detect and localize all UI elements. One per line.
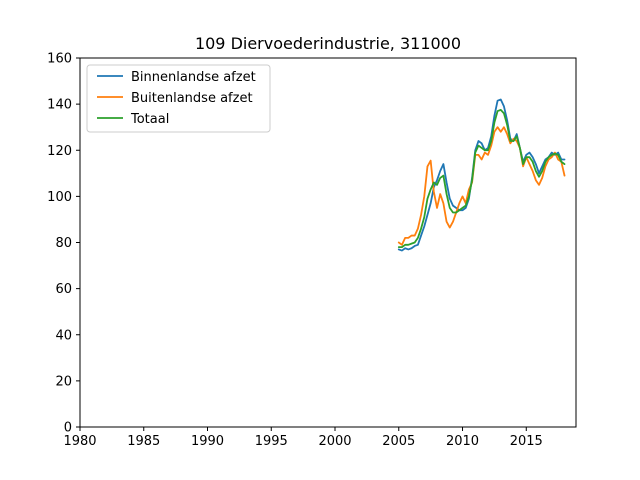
y-tick-label: 60 [55,282,72,297]
chart-title: 109 Diervoederindustrie, 311000 [195,34,461,53]
legend-label-totaal: Totaal [130,112,169,127]
x-tick-label: 2010 [446,434,479,449]
x-tick-label: 1995 [255,434,288,449]
legend-label-buitenlandse-afzet: Buitenlandse afzet [131,91,253,106]
y-tick-label: 100 [47,190,72,205]
y-tick-label: 140 [47,98,72,113]
legend-frame [86,64,271,133]
y-tick-label: 40 [55,328,72,343]
series-line-buitenlandse-afzet [397,126,566,246]
x-tick-label: 1980 [63,434,96,449]
y-tick-label: 20 [55,374,72,389]
y-tick-label: 160 [47,52,72,67]
x-tick-label: 2005 [382,434,415,449]
x-tick-label: 2015 [510,434,543,449]
x-tick-label: 2000 [318,434,351,449]
y-tick-label: 120 [47,144,72,159]
x-tick-label: 1990 [191,434,224,449]
series-line-binnenlandse-afzet [397,98,566,252]
series-layer [397,98,566,252]
series-line-totaal [397,108,566,249]
y-axis: 0 20 40 60 80 100 120 140 160 [47,52,80,436]
x-tick-label: 1985 [127,434,160,449]
legend: Binnenlandse afzet Buitenlandse afzet To… [86,64,271,133]
y-tick-label: 0 [64,421,72,436]
legend-label-binnenlandse-afzet: Binnenlandse afzet [131,70,256,85]
x-axis: 1980 1985 1990 1995 2000 2005 2010 2015 [63,427,543,449]
y-tick-label: 80 [55,236,72,251]
